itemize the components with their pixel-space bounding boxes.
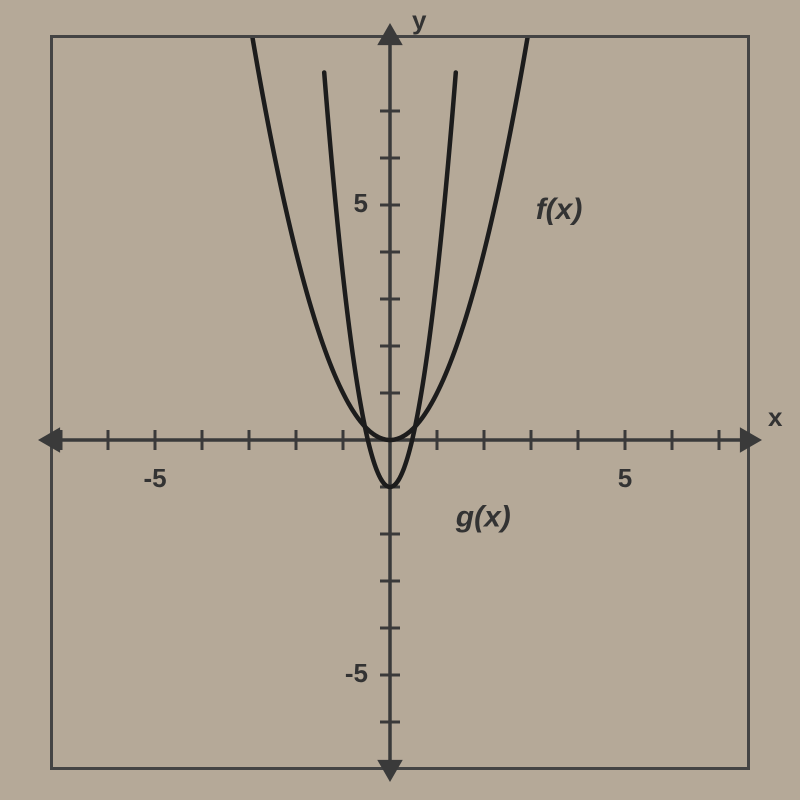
- g-label: g(x): [455, 501, 511, 534]
- axes-arrows: [38, 23, 762, 782]
- tick-label-y-5: -5: [345, 658, 368, 688]
- f-label: f(x): [536, 193, 583, 226]
- tick-label-y5: 5: [354, 188, 368, 218]
- plot-svg: -5 5 5 -5 y x f(x) g(x): [0, 0, 800, 800]
- x-axis-label: x: [768, 402, 783, 432]
- y-axis-label: y: [412, 5, 427, 35]
- tick-label-x5: 5: [618, 463, 632, 493]
- tick-label-x-5: -5: [143, 463, 166, 493]
